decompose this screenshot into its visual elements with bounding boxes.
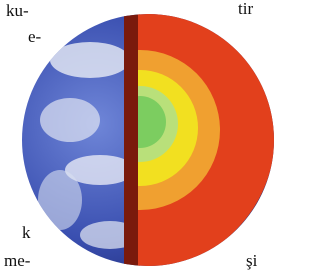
- page: ku- e- tir k me- şi: [0, 0, 274, 275]
- text-fragment: tir: [238, 0, 253, 17]
- text-fragment: k: [22, 224, 31, 241]
- text-fragment: me-: [4, 252, 30, 269]
- text-fragment: e-: [28, 28, 41, 45]
- text-fragment: ku-: [6, 2, 29, 19]
- text-fragment: şi: [246, 252, 257, 269]
